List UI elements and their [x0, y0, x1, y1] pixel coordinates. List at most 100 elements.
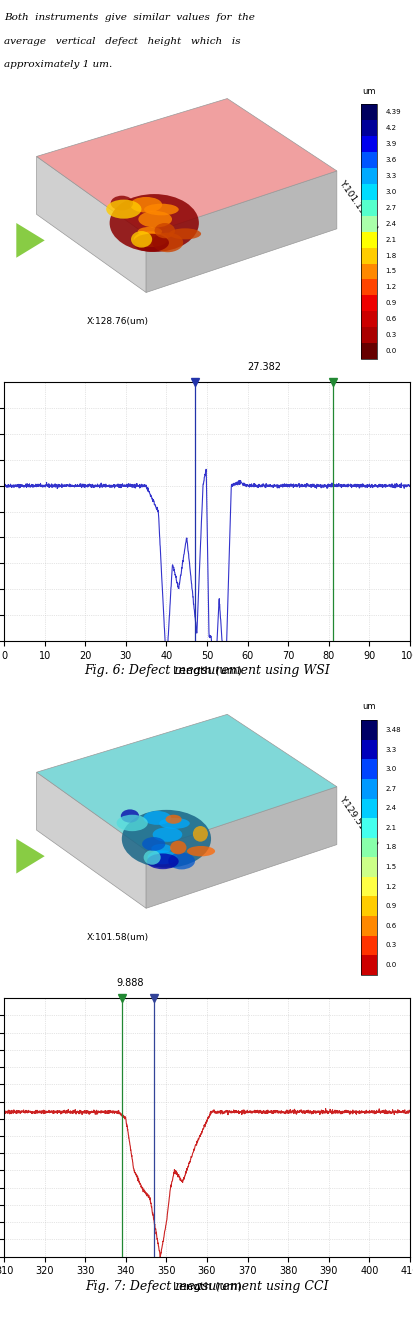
Text: 3.48: 3.48	[385, 727, 400, 733]
Polygon shape	[36, 99, 336, 235]
Polygon shape	[36, 772, 146, 908]
FancyBboxPatch shape	[360, 916, 377, 936]
FancyBboxPatch shape	[360, 152, 377, 168]
Text: 2.4: 2.4	[385, 220, 396, 227]
FancyBboxPatch shape	[360, 759, 377, 779]
FancyBboxPatch shape	[360, 343, 377, 359]
Text: 2.7: 2.7	[385, 785, 396, 792]
Polygon shape	[146, 787, 336, 908]
Polygon shape	[36, 714, 336, 850]
Ellipse shape	[138, 227, 161, 236]
Ellipse shape	[144, 203, 178, 215]
Ellipse shape	[133, 234, 169, 252]
Ellipse shape	[154, 223, 175, 239]
Text: 0.9: 0.9	[385, 301, 396, 306]
FancyBboxPatch shape	[360, 779, 377, 799]
FancyBboxPatch shape	[360, 168, 377, 183]
FancyBboxPatch shape	[360, 104, 377, 120]
Text: 2.7: 2.7	[385, 205, 396, 211]
Polygon shape	[36, 157, 146, 293]
X-axis label: Length (um): Length (um)	[172, 667, 241, 676]
Ellipse shape	[121, 810, 211, 867]
Ellipse shape	[192, 826, 207, 842]
X-axis label: Length (um): Length (um)	[172, 1282, 241, 1292]
Text: um: um	[362, 87, 375, 95]
Text: approximately 1 um.: approximately 1 um.	[4, 61, 112, 70]
Ellipse shape	[152, 828, 182, 842]
Text: 2.1: 2.1	[385, 825, 396, 830]
Polygon shape	[146, 170, 336, 293]
FancyBboxPatch shape	[360, 327, 377, 343]
Text: Both  instruments  give  similar  values  for  the: Both instruments give similar values for…	[4, 13, 254, 22]
FancyBboxPatch shape	[360, 280, 377, 296]
Text: 0.3: 0.3	[385, 942, 396, 949]
FancyBboxPatch shape	[360, 896, 377, 916]
FancyBboxPatch shape	[360, 799, 377, 818]
Text: 3.3: 3.3	[385, 173, 396, 180]
Polygon shape	[16, 838, 45, 874]
Ellipse shape	[138, 211, 172, 227]
Ellipse shape	[106, 199, 141, 219]
FancyBboxPatch shape	[360, 312, 377, 327]
FancyBboxPatch shape	[360, 956, 377, 975]
Text: 0.0: 0.0	[385, 962, 396, 968]
Text: 9.888: 9.888	[116, 978, 143, 987]
Text: 2.1: 2.1	[385, 236, 396, 243]
FancyBboxPatch shape	[360, 120, 377, 136]
Ellipse shape	[170, 841, 186, 854]
Ellipse shape	[133, 231, 167, 247]
Text: X:101.58(um): X:101.58(um)	[86, 933, 148, 941]
Text: 1.2: 1.2	[385, 284, 396, 290]
Text: 1.5: 1.5	[385, 865, 396, 870]
Text: Y:101.19(um): Y:101.19(um)	[336, 178, 378, 232]
Polygon shape	[16, 223, 45, 257]
Ellipse shape	[187, 846, 215, 857]
Ellipse shape	[142, 837, 165, 851]
FancyBboxPatch shape	[360, 857, 377, 876]
FancyBboxPatch shape	[360, 296, 377, 312]
Text: 1.2: 1.2	[385, 883, 396, 890]
Text: 0.3: 0.3	[385, 333, 396, 338]
Text: 27.382: 27.382	[246, 362, 280, 372]
FancyBboxPatch shape	[360, 136, 377, 152]
Text: 3.3: 3.3	[385, 747, 396, 752]
Ellipse shape	[159, 818, 189, 829]
FancyBboxPatch shape	[360, 215, 377, 232]
FancyBboxPatch shape	[360, 876, 377, 896]
Text: 1.8: 1.8	[385, 845, 396, 850]
Text: X:128.76(um): X:128.76(um)	[87, 317, 148, 326]
Text: um: um	[362, 702, 375, 711]
Text: 4.39: 4.39	[385, 110, 400, 115]
FancyBboxPatch shape	[360, 818, 377, 838]
FancyBboxPatch shape	[360, 739, 377, 759]
Ellipse shape	[147, 850, 177, 865]
Text: Fig. 7: Defect measurement using CCI: Fig. 7: Defect measurement using CCI	[85, 1279, 328, 1292]
Ellipse shape	[147, 854, 178, 869]
FancyBboxPatch shape	[360, 199, 377, 215]
Ellipse shape	[169, 228, 201, 239]
Ellipse shape	[152, 232, 183, 252]
FancyBboxPatch shape	[360, 183, 377, 199]
Ellipse shape	[143, 850, 160, 865]
Ellipse shape	[110, 195, 133, 210]
Ellipse shape	[165, 814, 181, 824]
Text: 1.5: 1.5	[385, 268, 396, 275]
Text: 2.4: 2.4	[385, 805, 396, 812]
Text: 3.0: 3.0	[385, 766, 396, 772]
Ellipse shape	[168, 853, 195, 870]
Ellipse shape	[121, 809, 139, 822]
FancyBboxPatch shape	[360, 264, 377, 280]
FancyBboxPatch shape	[360, 838, 377, 857]
Ellipse shape	[116, 814, 147, 832]
Text: Fig. 6: Defect measurement using WSI: Fig. 6: Defect measurement using WSI	[84, 664, 329, 677]
FancyBboxPatch shape	[360, 248, 377, 264]
Text: 0.0: 0.0	[385, 348, 396, 354]
Ellipse shape	[151, 843, 171, 853]
Ellipse shape	[130, 197, 162, 213]
FancyBboxPatch shape	[360, 232, 377, 248]
Ellipse shape	[131, 231, 152, 248]
Text: 3.9: 3.9	[385, 141, 396, 147]
Text: 0.9: 0.9	[385, 903, 396, 909]
Text: 4.2: 4.2	[385, 125, 396, 131]
Text: 3.0: 3.0	[385, 189, 396, 195]
